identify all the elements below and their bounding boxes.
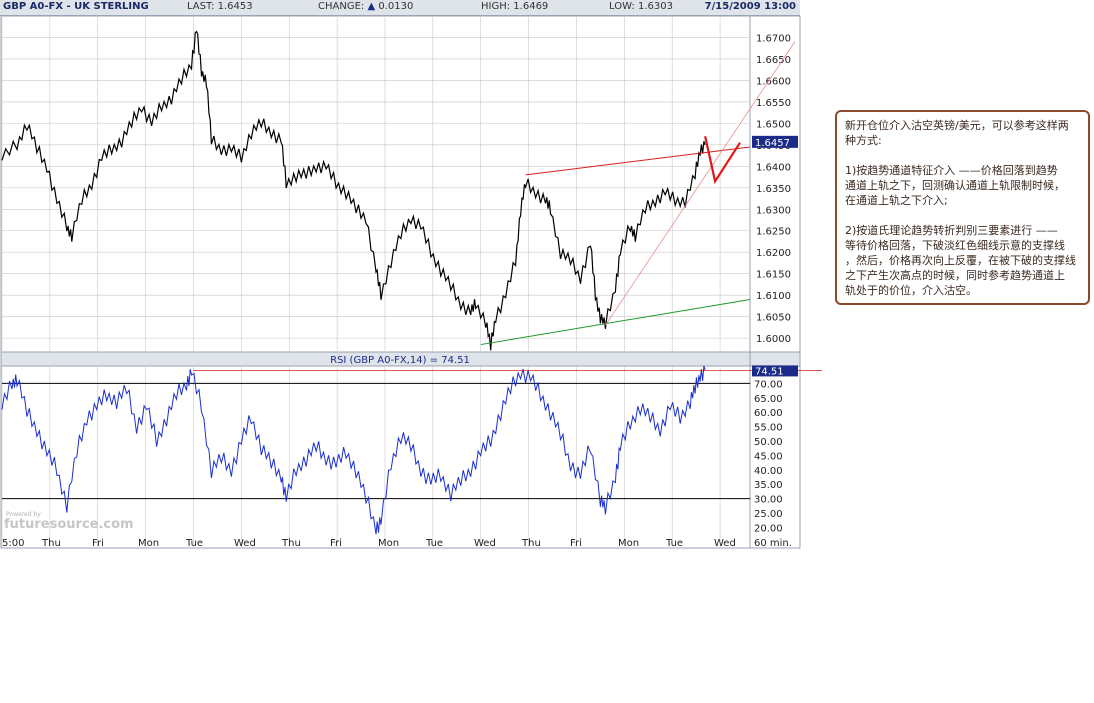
x-tick-label: 60 min. [754,538,792,549]
x-tick-label: Mon [378,538,399,549]
price-tick-label: 1.6600 [756,76,791,87]
last-label: LAST: 1.6453 [187,1,253,12]
note-line [845,148,1080,163]
last-value: 1.6453 [217,1,253,12]
note-line: 种方式: [845,134,882,147]
price-tick-label: 1.6500 [756,119,791,130]
lower-channel-line [480,298,751,346]
x-tick-label: Thu [521,538,541,549]
rsi-tick-label: 70.00 [754,379,783,390]
note-line: 新开仓位介入沽空英镑/美元，可以参考这样两 [845,119,1069,132]
price-tick-label: 1.6350 [756,184,791,195]
x-tick-label: Fri [330,538,342,549]
x-tick-label: Tue [425,538,443,549]
rsi-tick-label: 25.00 [754,509,783,520]
note-line: 1)按趋势通道特征介入 ——价格回落到趋势 [845,164,1058,177]
rsi-tick-label: 45.00 [754,451,783,462]
note-line: 等待价格回落，下破淡红色细线示意的支撑线 [845,239,1065,252]
x-tick-label: Wed [234,538,256,549]
change-arrow-icon: ▲ [367,1,376,12]
price-series-line [1,30,706,351]
price-tick-label: 1.6200 [756,248,791,259]
x-tick-label: Wed [474,538,496,549]
rsi-tick-label: 20.00 [754,523,783,534]
x-tick-label: Fri [570,538,582,549]
rsi-tick-label: 30.00 [754,495,783,506]
x-tick-label: Tue [665,538,683,549]
chart-canvas: 1.67001.66501.66001.65501.65001.64501.64… [0,16,822,549]
price-tick-label: 1.6550 [756,98,791,109]
price-panel-frame [0,16,801,353]
rsi-tick-label: 35.00 [754,480,783,491]
price-tick-label: 1.6000 [756,334,791,345]
watermark-logo: futuresource.com [4,517,134,532]
note-line: ，然后，价格再次向上反覆，在被下破的支撑线 [845,254,1076,267]
x-tick-label: Wed [714,538,736,549]
low-value: 1.6303 [637,1,673,12]
change-value: 0.0130 [378,1,414,12]
x-tick-label: Fri [92,538,104,549]
rsi-tick-label: 65.00 [754,394,783,405]
x-tick-label: 5:00 [2,538,24,549]
x-tick-label: Mon [618,538,639,549]
price-tick-label: 1.6400 [756,162,791,173]
rsi-tick-label: 50.00 [754,437,783,448]
rsi-tick-label: 60.00 [754,408,783,419]
x-tick-label: Tue [185,538,203,549]
annotation-note: 新开仓位介入沽空英镑/美元，可以参考这样两 种方式: 1)按趋势通道特征介入 ——价… [835,110,1090,305]
note-line: 轨处于的价位，介入沽空。 [845,284,977,297]
watermark-small: Powered by [6,511,41,518]
price-badge-bg [752,135,798,148]
change-label: CHANGE: ▲ 0.0130 [318,1,414,12]
rsi-badge-bg [752,365,798,377]
chart-header: GBP A0-FX - UK STERLING LAST: 1.6453 CHA… [0,0,800,16]
price-tick-label: 1.6250 [756,227,791,238]
low-label: LOW: 1.6303 [609,1,673,12]
rsi-panel-frame [0,365,801,549]
upper-channel-line [525,146,751,176]
symbol-title: GBP A0-FX - UK STERLING [3,1,149,12]
price-tick-label: 1.6650 [756,55,791,66]
support-line [605,41,796,326]
rsi-tick-label: 55.00 [754,423,783,434]
price-badge: 1.6457 [755,138,790,149]
rsi-badge: 74.51 [755,366,784,377]
rsi-tick-label: 40.00 [754,466,783,477]
price-tick-label: 1.6150 [756,270,791,281]
datetime: 7/15/2009 13:00 [704,1,796,12]
price-tick-label: 1.6100 [756,291,791,302]
x-tick-label: Mon [138,538,159,549]
rsi-title: RSI (GBP A0-FX,14) = 74.51 [330,355,470,366]
annotation-arrow [704,136,741,185]
high-label: HIGH: 1.6469 [481,1,549,12]
note-line: 通道上轨之下，回测确认通道上轨限制时候， [845,179,1065,192]
price-tick-label: 1.6050 [756,313,791,324]
note-line: 之下产生次高点的时候，同时参考趋势通道上 [845,269,1065,282]
high-value: 1.6469 [513,1,549,12]
note-line: 在通道上轨之下介入; [845,194,948,207]
x-tick-label: Thu [281,538,301,549]
note-line [845,208,1080,223]
note-line: 2)按道氏理论趋势转折判别三要素进行 —— [845,224,1058,237]
rsi-series-line [1,365,706,535]
price-tick-label: 1.6700 [756,33,791,44]
x-tick-label: Thu [41,538,61,549]
price-tick-label: 1.6300 [756,205,791,216]
